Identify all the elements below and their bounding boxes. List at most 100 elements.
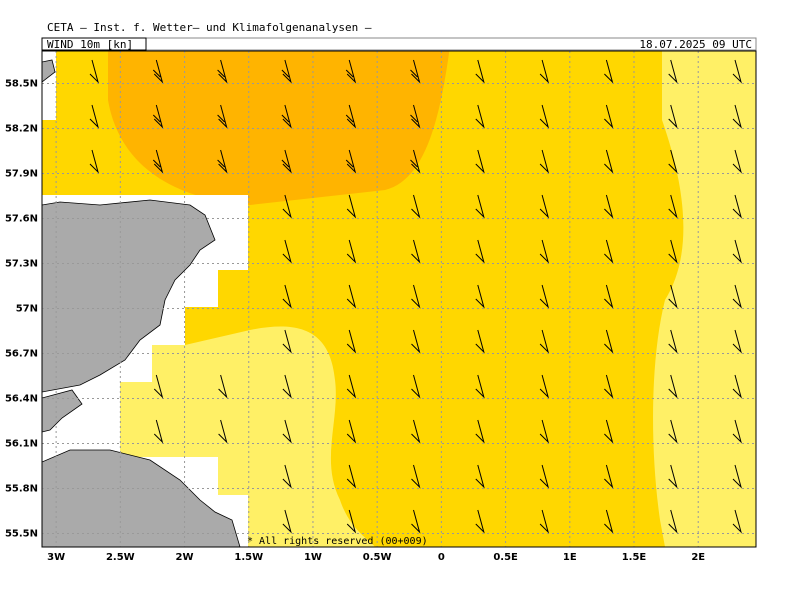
x-tick-label: 1W [304,552,322,563]
wind-barb [732,464,742,489]
wind-barb [345,149,357,174]
wind-barb [539,284,550,309]
wind-barb [218,374,228,399]
wind-barb [668,284,678,309]
wind-barb [410,149,421,174]
wind-barb [732,374,742,399]
wind-barb [346,464,357,489]
y-tick-label: 58.5N [5,79,38,90]
wind-barb [539,374,550,399]
x-tick-label: 0.5E [493,552,518,563]
y-tick-label: 57.9N [5,169,38,180]
wind-barb [475,419,485,444]
wind-barb [346,284,357,309]
wind-barb [282,239,292,264]
wind-barb [539,149,550,174]
wind-barb [668,239,678,264]
wind-barb [475,194,485,219]
wind-barb [604,194,614,219]
land [42,59,56,83]
y-tick-label: 55.5N [5,529,38,540]
wind-barb [604,419,614,444]
wind-barb [89,149,99,174]
wind-barb [732,194,742,219]
wind-barbs [89,59,742,534]
y-tick-label: 57.3N [5,259,38,270]
wind-barb [346,239,357,264]
x-tick-label: 2E [691,552,705,563]
wind-barb [604,374,614,399]
wind-barb [604,509,614,534]
wind-barb [732,59,742,84]
wind-barb [282,419,292,444]
y-tick-label: 56.4N [5,394,38,405]
wind-barb [604,464,614,489]
land [42,389,83,433]
wind-barb [411,194,421,219]
x-tick-label: 3W [47,552,65,563]
wind-barb [539,329,550,354]
wind-barb [218,419,228,444]
wind-barb [282,509,292,534]
map-area [42,51,756,547]
wind-barb [668,419,678,444]
y-tick-label: 56.1N [5,439,38,450]
wind-barb [732,149,742,174]
wind-barb [411,419,421,444]
wind-barb [475,509,485,534]
wind-barb [411,239,421,264]
wind-barb [282,284,292,309]
land [42,199,216,393]
wind-barb [281,149,292,174]
wind-barb [411,374,421,399]
wind-barb [152,104,164,129]
y-tick-label: 57N [16,304,38,315]
wind-barb [539,59,550,84]
wind-barb [282,194,292,219]
land [42,449,241,547]
wind-barb [539,509,550,534]
wind-barb [153,419,164,444]
wind-barb [668,509,678,534]
wind-barb [732,509,742,534]
wind-barb [475,284,485,309]
wind-barb [282,329,292,354]
wind-barb [732,419,742,444]
wind-barb [668,194,678,219]
wind-barb [539,194,550,219]
wind-barb [346,509,357,534]
wind-barb [604,239,614,264]
x-tick-label: 0.5W [363,552,392,563]
y-tick-label: 56.7N [5,349,38,360]
wind-barb [152,59,164,84]
wind-barb [732,329,742,354]
x-tick-label: 1E [563,552,577,563]
x-tick-label: 0 [438,552,445,563]
map-frame [41,50,757,548]
wind-barb [475,59,485,84]
wind-barb [475,149,485,174]
wind-barb [89,59,99,84]
wind-barb [345,104,357,129]
wind-barb [475,239,485,264]
wind-barb [732,284,742,309]
x-tick-label: 1.5W [234,552,263,563]
wind-barb [475,464,485,489]
y-tick-label: 55.8N [5,484,38,495]
x-tick-label: 2.5W [106,552,135,563]
wind-barb [475,329,485,354]
wind-barb [604,329,614,354]
wind-barb [604,59,614,84]
wind-barb [152,149,164,174]
grid [42,51,756,547]
wind-barb [153,374,164,399]
wind-barb [732,239,742,264]
wind-barb [217,59,228,84]
wind-barb [539,239,550,264]
x-tick-label: 2W [176,552,194,563]
x-tick-label: 1.5E [622,552,647,563]
wind-barb [411,329,421,354]
field-box [41,37,147,51]
wind-barb [604,149,614,174]
wind-barb [282,464,292,489]
